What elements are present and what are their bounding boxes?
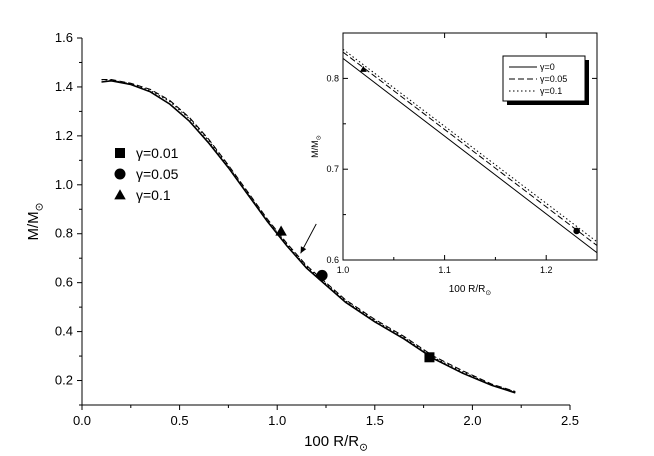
inset-x-axis-label: 100 R/R⊙ — [449, 284, 492, 297]
inset-series-line-dotted — [343, 48, 597, 243]
legend-triangle-marker — [114, 189, 126, 200]
square-marker — [424, 352, 435, 363]
y-tick-label: 0.6 — [55, 275, 73, 290]
inset-legend-box — [502, 55, 586, 102]
inset-x-tick-label: 1.2 — [540, 265, 553, 275]
y-tick-label: 1.0 — [55, 177, 73, 192]
x-tick-label: 0.5 — [171, 413, 189, 428]
inset-triangle-marker — [359, 65, 367, 72]
inset-y-axis-label: M/M⊙ — [310, 135, 323, 158]
inset-circle-marker — [573, 227, 580, 235]
y-tick-label: 1.2 — [55, 128, 73, 143]
inset-legend-label: γ=0.05 — [540, 74, 567, 84]
inset-series-line-dashed — [343, 51, 597, 246]
inset-x-tick-label: 1.1 — [438, 265, 451, 275]
inset-y-tick-label: 0.7 — [326, 164, 339, 174]
legend-label: γ=0.1 — [136, 187, 171, 203]
y-tick-label: 0.4 — [55, 324, 73, 339]
circle-marker — [316, 269, 328, 281]
triangle-marker — [275, 225, 287, 236]
annotation-arrowhead — [300, 246, 307, 254]
main-plot: 0.0 0.5 1.0 1.5 2.0 2.5 0.2 0.4 0.6 0.8 1.0 1.2 1.4 1… — [25, 30, 579, 454]
inset-series-group — [343, 48, 597, 254]
y-tick-label: 1.4 — [55, 79, 73, 94]
legend-label: γ=0.05 — [136, 166, 179, 182]
y-tick-label: 0.2 — [55, 373, 73, 388]
y-tick-label: 0.8 — [55, 226, 73, 241]
legend-circle-marker — [114, 168, 126, 180]
legend-label: γ=0.01 — [136, 145, 179, 161]
legend-square-marker — [115, 148, 125, 158]
inset-plot: 1.0 1.1 1.2 0.6 0.7 0.8 100 R/R⊙ M/M⊙ γ=0 γ=0.05 γ… — [310, 32, 598, 297]
inset-legend-label: γ=0.1 — [540, 86, 562, 96]
x-tick-label: 2.5 — [561, 413, 579, 428]
inset-y-tick-label: 0.6 — [326, 255, 339, 265]
x-tick-label: 0.0 — [73, 413, 91, 428]
x-axis-label: 100 R/R⊙ — [304, 433, 368, 454]
inset-series-line-solid — [343, 58, 597, 254]
y-axis-label: M/M⊙ — [25, 203, 46, 241]
y-tick-label: 1.6 — [55, 30, 73, 45]
x-tick-label: 1.0 — [268, 413, 286, 428]
x-tick-label: 1.5 — [366, 413, 384, 428]
inset-x-tick-label: 1.0 — [337, 265, 350, 275]
x-tick-label: 2.0 — [463, 413, 481, 428]
inset-legend-label: γ=0 — [540, 62, 555, 72]
inset-y-tick-label: 0.8 — [326, 73, 339, 83]
